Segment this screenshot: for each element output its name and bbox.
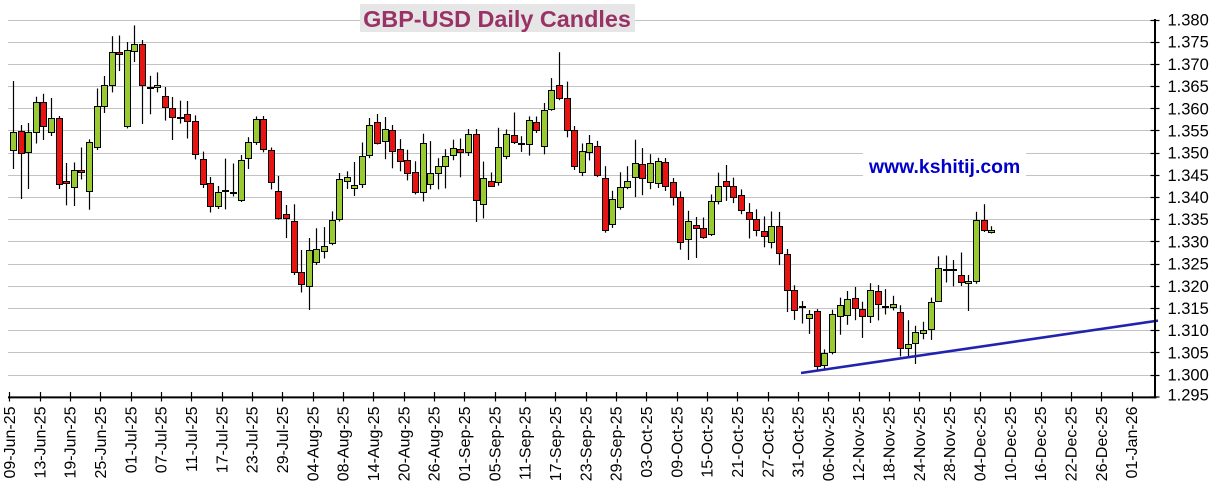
- svg-text:31-Oct-25: 31-Oct-25: [791, 406, 808, 477]
- svg-text:1.380: 1.380: [1168, 12, 1209, 30]
- svg-text:23-Sep-25: 23-Sep-25: [578, 406, 595, 481]
- svg-text:07-Jul-25: 07-Jul-25: [154, 406, 171, 473]
- svg-text:01-Jul-25: 01-Jul-25: [123, 406, 140, 473]
- svg-text:1.355: 1.355: [1168, 122, 1209, 140]
- svg-text:23-Jul-25: 23-Jul-25: [245, 406, 262, 473]
- svg-text:11-Jul-25: 11-Jul-25: [184, 406, 201, 472]
- svg-text:04-Aug-25: 04-Aug-25: [305, 406, 322, 481]
- svg-text:1.305: 1.305: [1168, 344, 1209, 362]
- svg-text:29-Jul-25: 29-Jul-25: [275, 406, 292, 473]
- svg-text:27-Oct-25: 27-Oct-25: [760, 406, 777, 477]
- svg-text:08-Aug-25: 08-Aug-25: [336, 406, 353, 481]
- svg-text:13-Jun-25: 13-Jun-25: [32, 406, 49, 478]
- svg-text:28-Nov-25: 28-Nov-25: [942, 406, 959, 481]
- svg-text:24-Nov-25: 24-Nov-25: [912, 406, 929, 481]
- svg-text:16-Dec-25: 16-Dec-25: [1033, 406, 1050, 481]
- svg-text:09-Oct-25: 09-Oct-25: [669, 406, 686, 477]
- svg-text:11-Sep-25: 11-Sep-25: [518, 406, 535, 480]
- svg-text:17-Sep-25: 17-Sep-25: [548, 406, 565, 481]
- svg-text:15-Oct-25: 15-Oct-25: [700, 406, 717, 477]
- svg-text:1.310: 1.310: [1168, 322, 1209, 340]
- svg-text:01-Sep-25: 01-Sep-25: [457, 406, 474, 481]
- svg-text:1.340: 1.340: [1168, 189, 1209, 207]
- svg-text:1.295: 1.295: [1168, 386, 1209, 404]
- svg-text:06-Nov-25: 06-Nov-25: [821, 406, 838, 481]
- svg-text:17-Jul-25: 17-Jul-25: [214, 406, 231, 473]
- svg-text:03-Oct-25: 03-Oct-25: [639, 406, 656, 477]
- svg-text:21-Oct-25: 21-Oct-25: [730, 406, 747, 477]
- svg-text:14-Aug-25: 14-Aug-25: [366, 406, 383, 481]
- svg-text:05-Sep-25: 05-Sep-25: [487, 406, 504, 481]
- svg-text:GBP-USD Daily Candles: GBP-USD Daily Candles: [363, 6, 631, 32]
- svg-text:1.315: 1.315: [1168, 300, 1209, 318]
- svg-text:1.350: 1.350: [1168, 145, 1209, 163]
- svg-text:04-Dec-25: 04-Dec-25: [973, 406, 990, 481]
- svg-text:26-Dec-25: 26-Dec-25: [1094, 406, 1111, 481]
- svg-text:10-Dec-25: 10-Dec-25: [1003, 406, 1020, 481]
- svg-text:01-Jan-26: 01-Jan-26: [1124, 406, 1141, 478]
- svg-text:www.kshitij.com: www.kshitij.com: [868, 156, 1020, 178]
- svg-text:20-Aug-25: 20-Aug-25: [396, 406, 413, 481]
- svg-text:1.360: 1.360: [1168, 100, 1209, 118]
- svg-text:18-Nov-25: 18-Nov-25: [882, 406, 899, 481]
- svg-text:1.365: 1.365: [1168, 78, 1209, 96]
- svg-text:25-Jun-25: 25-Jun-25: [93, 406, 110, 478]
- svg-text:1.335: 1.335: [1168, 211, 1209, 229]
- svg-text:1.325: 1.325: [1168, 256, 1209, 274]
- svg-text:1.345: 1.345: [1168, 167, 1209, 185]
- svg-text:1.375: 1.375: [1168, 34, 1209, 52]
- svg-text:1.370: 1.370: [1168, 56, 1209, 74]
- svg-text:09-Jun-25: 09-Jun-25: [2, 406, 19, 478]
- svg-text:1.300: 1.300: [1168, 367, 1209, 385]
- svg-text:1.330: 1.330: [1168, 233, 1209, 251]
- svg-text:29-Sep-25: 29-Sep-25: [609, 406, 626, 481]
- svg-text:12-Nov-25: 12-Nov-25: [851, 406, 868, 481]
- svg-text:26-Aug-25: 26-Aug-25: [427, 406, 444, 481]
- svg-text:1.320: 1.320: [1168, 278, 1209, 296]
- svg-text:22-Dec-25: 22-Dec-25: [1064, 406, 1081, 481]
- svg-text:19-Jun-25: 19-Jun-25: [63, 406, 80, 478]
